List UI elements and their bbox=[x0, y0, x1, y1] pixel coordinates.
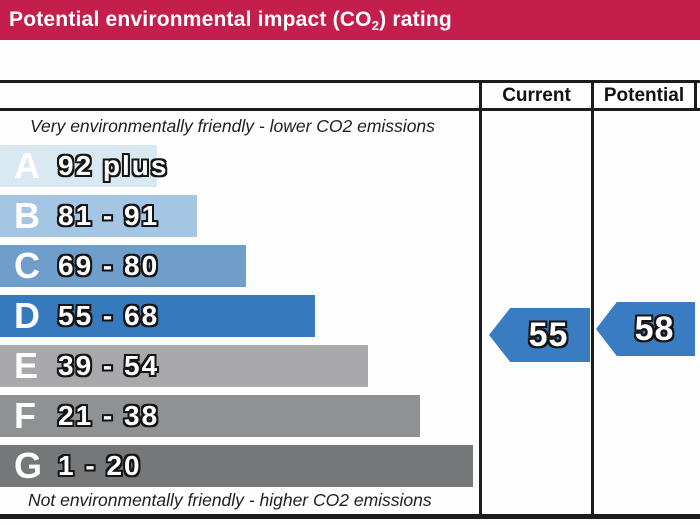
potential-column-divider bbox=[591, 80, 594, 519]
current-rating-value: 55 bbox=[528, 315, 569, 354]
table-top-border bbox=[0, 80, 700, 83]
band-letter: C bbox=[14, 245, 40, 286]
potential-rating-arrow: 58 bbox=[596, 302, 695, 356]
rating-band-c: C 69 - 80 bbox=[0, 245, 246, 287]
rating-band-e: E 39 - 54 bbox=[0, 345, 368, 387]
band-range: 21 - 38 bbox=[58, 400, 160, 431]
page-title-subscript: 2 bbox=[371, 17, 380, 33]
potential-rating-value: 58 bbox=[634, 309, 675, 348]
top-note: Very environmentally friendly - lower CO… bbox=[30, 116, 435, 136]
band-letter: E bbox=[14, 345, 39, 386]
rating-band-f: F 21 - 38 bbox=[0, 395, 420, 437]
band-range: 81 - 91 bbox=[58, 200, 160, 231]
band-letter: A bbox=[14, 145, 40, 186]
band-range: 69 - 80 bbox=[58, 250, 160, 281]
rating-band-g: G 1 - 20 bbox=[0, 445, 473, 487]
table-right-border bbox=[694, 80, 697, 111]
header-bottom-border bbox=[0, 108, 700, 111]
rating-band-d: D 55 - 68 bbox=[0, 295, 315, 337]
current-column-divider bbox=[479, 80, 482, 519]
potential-column-header: Potential bbox=[603, 84, 685, 106]
bottom-note: Not environmentally friendly - higher CO… bbox=[28, 490, 432, 510]
title-bar: Potential environmental impact (CO2) rat… bbox=[0, 0, 700, 40]
current-column-header: Current bbox=[502, 84, 571, 106]
current-rating-arrow: 55 bbox=[489, 308, 590, 362]
table-bottom-border bbox=[0, 514, 700, 519]
band-range: 92 plus bbox=[58, 150, 169, 181]
band-letter: D bbox=[14, 295, 40, 336]
band-letter: B bbox=[14, 195, 40, 236]
rating-band-a: A 92 plus bbox=[0, 145, 166, 187]
rating-band-b: B 81 - 91 bbox=[0, 195, 197, 237]
band-letter: F bbox=[14, 395, 36, 436]
band-range: 55 - 68 bbox=[58, 300, 160, 331]
page-title-prefix: Potential environmental impact (CO bbox=[9, 7, 372, 31]
band-letter: G bbox=[14, 445, 43, 486]
band-range: 1 - 20 bbox=[58, 450, 142, 481]
page-title: Potential environmental impact (CO2) rat… bbox=[0, 8, 452, 33]
band-range: 39 - 54 bbox=[58, 350, 160, 381]
page-title-suffix: ) rating bbox=[379, 7, 452, 31]
